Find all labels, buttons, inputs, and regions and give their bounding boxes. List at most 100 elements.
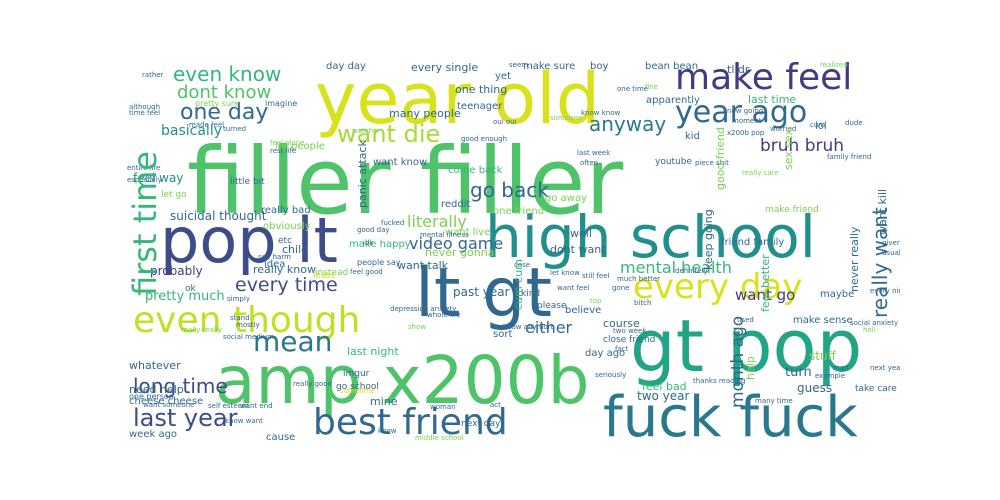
word: apparently [646,95,700,106]
word: go school [336,382,379,392]
word: best friend [313,402,508,443]
word: amp x200b [215,342,590,419]
word: every day [633,267,803,307]
word: please [537,301,567,311]
word: x200b pop [727,129,765,137]
word: woman [430,403,456,411]
word: used [737,316,754,324]
word: help [744,356,757,380]
word: need help [129,383,184,396]
word: social anxiety [850,319,899,327]
word: lot people [275,141,325,152]
word: literally [407,212,467,231]
word: obviously [263,221,311,232]
word: fact [615,345,629,353]
word: tl dr [727,63,750,76]
word: top [590,297,602,305]
word: seriously [595,371,627,379]
word: imagine [265,99,298,108]
word: make happy [349,239,411,250]
word: want kill [876,188,889,235]
word: mean [253,325,333,358]
word: one person [129,392,174,401]
word: past year [453,285,510,299]
word: hell [863,326,876,334]
word: one day [180,100,269,125]
word: sex sex [782,128,795,170]
word: bean bean [645,61,699,72]
word: mental health [620,258,732,277]
word: pop lt [160,204,338,277]
word: usually [882,249,900,257]
word: feel way [133,171,184,185]
word: sometime [340,387,375,395]
word: want talk [397,259,448,272]
word: turn [785,365,812,380]
word: kid [685,131,700,142]
word: seem [509,61,529,69]
word: given [882,239,900,247]
word: every time [235,274,338,296]
word: bitch [634,299,652,307]
word: mine [370,395,398,408]
word: never gonna [425,246,495,259]
word: turned [223,125,247,133]
word: man [833,364,849,372]
word: well [570,227,592,240]
word: know [378,427,397,435]
word: even though [133,300,361,341]
word: mental illness [420,231,469,239]
word: course [603,317,640,330]
word: know want [225,417,263,425]
word: instead [315,268,349,278]
word: dont know [177,82,272,103]
word: never really [848,226,861,292]
word: basically [161,123,222,139]
word: every single [411,61,479,74]
word: yet [495,71,511,82]
word: really good [293,380,333,388]
word: self esteem [208,402,249,410]
word: two week [613,327,647,335]
word: simply [227,295,250,303]
word: still feel [582,272,610,280]
word: middle school [415,434,464,442]
word: keep going [702,209,715,270]
word: etc [278,236,293,246]
word: want feel [557,284,590,292]
word: go away [545,193,587,204]
word: either [525,318,573,337]
word: feel better [759,254,772,312]
word: cum cum [512,259,525,310]
word: least [313,271,335,281]
word: child [282,243,309,256]
word: cheese cheese [129,396,204,407]
word: feel alone [270,139,305,147]
word: dont want [550,243,606,256]
word: last week [577,149,611,157]
word: show [408,323,427,331]
word: first time [126,151,164,296]
word: oui oui [493,118,517,126]
word: example [815,372,846,380]
word: sort [493,329,513,340]
word: stand [230,314,250,322]
word: next year [870,364,900,372]
word: next day [461,419,501,429]
word: go back [470,178,549,202]
word: good enough [461,135,508,143]
word: one friend [493,206,545,217]
word: filler filler [187,128,624,235]
word: make feel [675,60,853,98]
word: guess [797,381,833,395]
word: two year [637,389,690,403]
word: take care [855,384,897,394]
word: case [514,261,531,269]
word: day day [326,61,366,72]
word: really care [742,169,779,177]
word: bruh bruh [760,136,845,156]
word: make friend [765,205,819,215]
word: one time [617,85,649,93]
word: fine [645,83,659,91]
word: many time [755,397,793,405]
